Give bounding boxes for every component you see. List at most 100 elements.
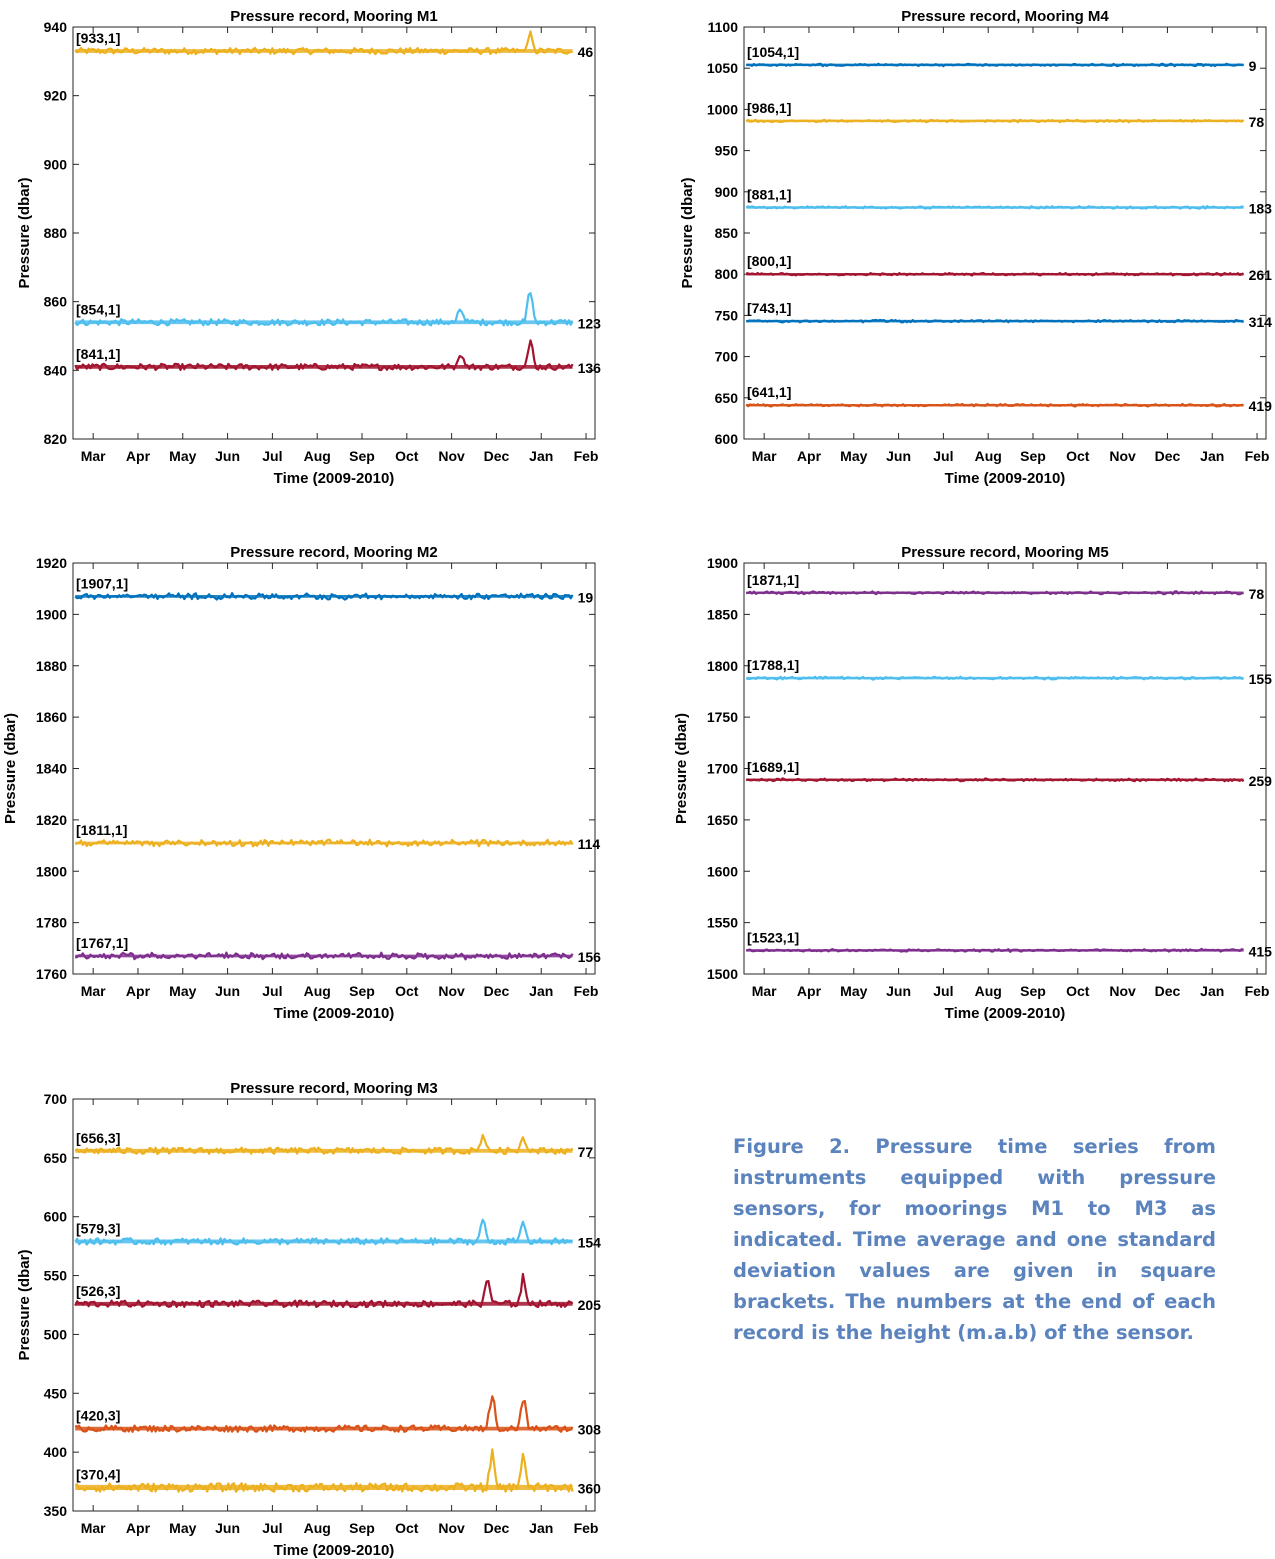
x-tick-label: Jul: [262, 1520, 282, 1536]
y-tick-label: 650: [44, 1150, 68, 1166]
series-1: [656,3] 77: [74, 1130, 594, 1160]
y-tick-label: 920: [44, 88, 68, 104]
y-tick-label: 880: [44, 225, 68, 241]
series-height-label: 78: [1249, 114, 1265, 130]
x-tick-label: Mar: [81, 983, 106, 999]
x-tick-label: Mar: [752, 983, 777, 999]
x-tick-label: Jul: [933, 983, 953, 999]
series-mean-label: [1907,1]: [76, 575, 128, 591]
x-axis-label: Time (2009-2010): [945, 1005, 1066, 1022]
y-axis-label: Pressure (dbar): [16, 1250, 33, 1361]
chart-title: Pressure record, Mooring M4: [901, 8, 1109, 25]
x-tick-label: Jul: [262, 448, 282, 464]
series-mean-label: [1788,1]: [747, 657, 799, 673]
x-tick-label: Aug: [304, 1520, 331, 1536]
y-tick-label: 1820: [36, 812, 67, 828]
series-mean-label: [526,3]: [76, 1283, 120, 1299]
chart-panel-2: Pressure record, Mooring M4 600 650 700 750 8…: [679, 8, 1272, 487]
y-tick-label: 1880: [36, 658, 67, 674]
x-tick-label: May: [840, 448, 867, 464]
x-tick-label: Apr: [126, 448, 151, 464]
y-tick-label: 850: [715, 225, 739, 241]
x-tick-label: Jan: [529, 1520, 553, 1536]
series-3: [526,3] 205: [74, 1272, 601, 1313]
x-tick-label: Sep: [349, 448, 375, 464]
y-tick-label: 1500: [707, 966, 738, 982]
y-tick-label: 1760: [36, 966, 67, 982]
x-tick-label: Aug: [975, 983, 1002, 999]
series-height-label: 259: [1249, 773, 1273, 789]
x-tick-label: Dec: [1155, 448, 1181, 464]
x-tick-label: Feb: [1245, 448, 1270, 464]
x-tick-label: Jun: [886, 448, 911, 464]
y-tick-label: 950: [715, 143, 739, 159]
series-height-label: 9: [1249, 58, 1257, 74]
x-tick-label: Dec: [484, 983, 510, 999]
series-4: [800,1] 261: [745, 253, 1272, 283]
x-tick-label: Apr: [126, 1520, 151, 1536]
y-tick-label: 1600: [707, 863, 738, 879]
series-2: [1788,1] 155: [745, 657, 1273, 687]
x-tick-label: Feb: [1245, 983, 1270, 999]
x-tick-label: Mar: [752, 448, 777, 464]
series-mean-label: [1811,1]: [76, 822, 127, 838]
y-axis-label: Pressure (dbar): [673, 713, 690, 824]
x-axis-label: Time (2009-2010): [945, 470, 1066, 487]
series-height-label: 78: [1249, 586, 1265, 602]
x-tick-label: Jun: [886, 983, 911, 999]
chart-panel-4: Pressure record, Mooring M5 1500 1550 1600 1…: [673, 544, 1272, 1022]
x-tick-label: Nov: [438, 983, 465, 999]
series-height-label: 114: [578, 836, 601, 852]
series-height-label: 183: [1249, 200, 1273, 216]
y-tick-label: 1900: [36, 606, 67, 622]
y-tick-label: 550: [44, 1268, 68, 1284]
x-tick-label: Mar: [81, 1520, 106, 1536]
x-tick-label: Apr: [797, 448, 822, 464]
series-mean-label: [641,1]: [747, 384, 791, 400]
y-tick-label: 600: [44, 1209, 68, 1225]
series-height-label: 415: [1249, 943, 1273, 959]
x-tick-label: Sep: [349, 983, 375, 999]
x-tick-label: Aug: [304, 448, 331, 464]
x-axis-label: Time (2009-2010): [274, 470, 395, 487]
series-mean-label: [420,3]: [76, 1408, 120, 1424]
series-height-label: 156: [578, 949, 602, 965]
series-6: [641,1] 419: [745, 384, 1273, 414]
series-height-label: 155: [1249, 671, 1273, 687]
series-5: [743,1] 314: [746, 300, 1272, 330]
series-5: [370,4] 360: [74, 1448, 601, 1496]
y-tick-label: 700: [44, 1091, 68, 1107]
series-1: [1907,1] 19: [74, 575, 593, 605]
y-tick-label: 600: [715, 431, 739, 447]
x-tick-label: Feb: [574, 983, 599, 999]
series-3: [881,1] 183: [745, 186, 1273, 216]
series-height-label: 308: [578, 1422, 602, 1438]
x-tick-label: Jun: [215, 983, 240, 999]
x-tick-label: Jan: [1200, 448, 1224, 464]
x-tick-label: Oct: [395, 1520, 419, 1536]
series-height-label: 77: [578, 1144, 594, 1160]
y-tick-label: 350: [44, 1503, 68, 1519]
x-tick-label: Sep: [1020, 983, 1046, 999]
x-tick-label: Apr: [797, 983, 822, 999]
x-tick-label: Oct: [395, 448, 419, 464]
series-mean-label: [1767,1]: [76, 935, 128, 951]
x-tick-label: Jul: [262, 983, 282, 999]
series-1: [1054,1] 9: [746, 44, 1257, 74]
y-tick-label: 1800: [707, 658, 738, 674]
chart-title: Pressure record, Mooring M2: [230, 544, 438, 561]
y-tick-label: 800: [715, 266, 739, 282]
series-mean-label: [743,1]: [747, 300, 791, 316]
x-tick-label: May: [840, 983, 867, 999]
x-tick-label: May: [169, 448, 196, 464]
series-height-label: 419: [1249, 398, 1273, 414]
y-tick-label: 1900: [707, 555, 738, 571]
series-1: [1871,1] 78: [745, 572, 1265, 602]
series-height-label: 136: [578, 360, 602, 376]
chart-title: Pressure record, Mooring M3: [230, 1080, 438, 1097]
y-tick-label: 1800: [36, 863, 67, 879]
y-tick-label: 1780: [36, 915, 67, 931]
x-tick-label: Dec: [484, 1520, 510, 1536]
y-tick-label: 1000: [707, 101, 738, 117]
y-tick-label: 840: [44, 362, 68, 378]
